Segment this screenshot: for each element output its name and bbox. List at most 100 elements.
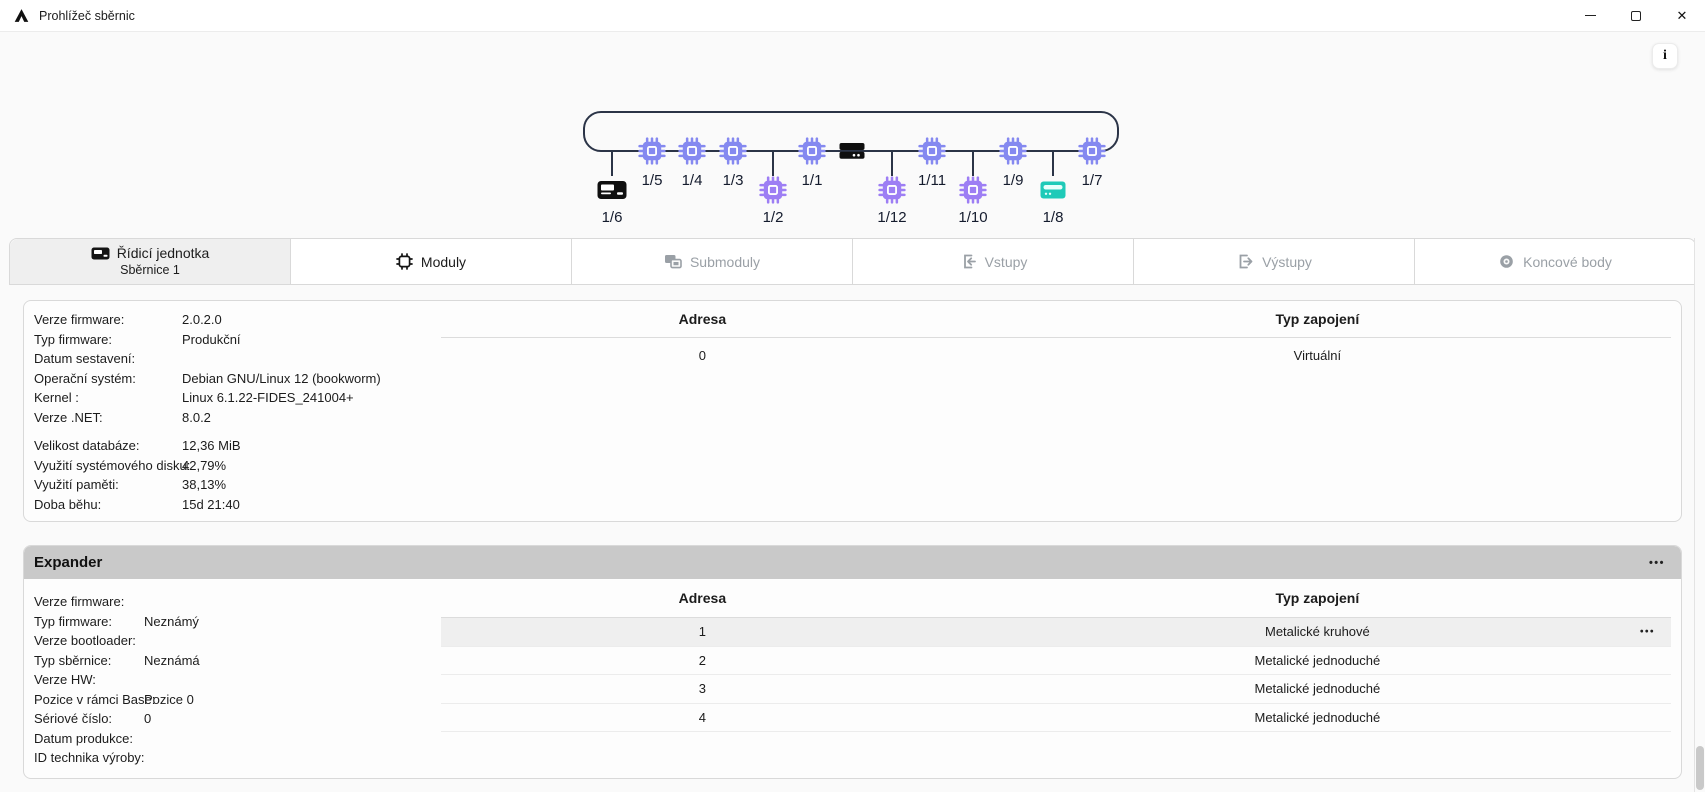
bus-node-chip-icon[interactable]	[797, 136, 828, 167]
info-row: Typ firmware: Produkční	[34, 330, 441, 350]
bus-drop-connector	[611, 152, 613, 176]
cell-adresa: 0	[698, 347, 706, 363]
expander-table-row[interactable]: 3 Metalické jednoduché	[441, 675, 1671, 704]
endpoints-icon	[1498, 253, 1515, 270]
info-value: 15d 21:40	[182, 496, 240, 512]
bus-diagram: 1/6 1/5 1/4 1/3 1/2 1/1 1/12 1/11 1/10 1/9 1/8 1/7	[0, 32, 1705, 238]
info-label: Typ sběrnice:	[34, 652, 112, 668]
minimize-button[interactable]	[1567, 0, 1613, 31]
tab-submoduly[interactable]: Submoduly	[572, 239, 853, 284]
info-label: Verze firmware:	[34, 594, 125, 610]
bus-loop	[583, 111, 1119, 152]
expander-table-row[interactable]: 4 Metalické jednoduché	[441, 704, 1671, 732]
bus-node-chip-purple-icon[interactable]	[758, 175, 789, 206]
cell-adresa: 3	[698, 681, 706, 697]
bus-node-label: 1/6	[601, 209, 623, 226]
info-group: Verze firmware: 2.0.2.0 Typ firmware: Produ…	[34, 310, 441, 427]
window-title: Prohlížeč sběrnic	[39, 8, 135, 23]
info-label: Typ firmware:	[34, 331, 113, 347]
info-label: Operační systém:	[34, 370, 136, 386]
info-value: 8.0.2	[182, 409, 211, 425]
window-controls: ✕	[1567, 0, 1705, 31]
bus-node-chip-purple-icon[interactable]	[958, 175, 989, 206]
bus-drop-connector	[891, 152, 893, 176]
info-label: Typ firmware:	[34, 613, 113, 629]
info-label: Sériové číslo:	[34, 711, 113, 727]
column-header: Adresa	[678, 311, 727, 327]
info-row: Verze .NET: 8.0.2	[34, 408, 441, 428]
info-group: Verze firmware: Typ firmware: Neznámý Verze…	[34, 592, 441, 768]
bus-node-chip-icon[interactable]	[677, 136, 708, 167]
info-row: Verze firmware: 2.0.2.0	[34, 310, 441, 330]
bus-node-chip-icon[interactable]	[637, 136, 668, 167]
bus-drop-connector	[1052, 152, 1054, 176]
info-label: Datum sestavení:	[34, 351, 136, 367]
tab-koncove-body[interactable]: Koncové body	[1415, 239, 1695, 284]
minimize-icon	[1584, 15, 1596, 16]
tab-control-unit[interactable]: Řídicí jednotka Sběrnice 1	[10, 239, 291, 284]
bus-node-terminal-icon[interactable]	[597, 180, 627, 200]
info-row: Datum produkce:	[34, 729, 441, 749]
info-row: Doba běhu: 15d 21:40	[34, 495, 441, 515]
expander-table: Adresa Typ zapojení 1 Metalické kruhové ••• 2…	[441, 579, 1671, 778]
info-label: Využití paměti:	[34, 477, 119, 493]
submodules-icon	[664, 254, 682, 269]
tab-vstupy[interactable]: Vstupy	[853, 239, 1134, 284]
info-row: Datum sestavení:	[34, 349, 441, 369]
info-row: Typ firmware: Neznámý	[34, 612, 441, 632]
tab-label: Koncové body	[1523, 253, 1612, 270]
control-unit-table-row[interactable]: 0 Virtuální	[441, 338, 1671, 372]
bus-node-label: 1/8	[1042, 209, 1064, 226]
info-row: Kernel : Linux 6.1.22-FIDES_241004+	[34, 388, 441, 408]
info-value: 42,79%	[182, 457, 227, 473]
bus-node-chip-icon[interactable]	[1077, 136, 1108, 167]
close-button[interactable]: ✕	[1659, 0, 1705, 31]
scrollbar-thumb[interactable]	[1696, 746, 1704, 790]
bus-node-chip-icon[interactable]	[917, 136, 948, 167]
bus-node-label: 1/11	[917, 172, 947, 189]
info-value: Debian GNU/Linux 12 (bookworm)	[182, 370, 381, 386]
main-content: Verze firmware: 2.0.2.0 Typ firmware: Produ…	[23, 300, 1682, 779]
expander-menu-button[interactable]: •••	[1645, 555, 1669, 571]
info-row: Pozice v rámci Base: Pozice 0	[34, 690, 441, 710]
info-value: Produkční	[182, 331, 241, 347]
expander-table-row[interactable]: 1 Metalické kruhové •••	[441, 618, 1671, 647]
column-header: Typ zapojení	[1275, 311, 1360, 327]
maximize-icon	[1631, 10, 1641, 21]
info-row: Využití paměti: 38,13%	[34, 475, 441, 495]
cell-typ-zapojeni: Metalické kruhové	[1264, 624, 1370, 640]
bus-node-label: 1/1	[801, 172, 823, 189]
app-logo-icon	[13, 7, 30, 24]
row-menu-button[interactable]: •••	[1639, 626, 1655, 638]
info-button[interactable]: i	[1652, 43, 1678, 69]
control-unit-panel: Verze firmware: 2.0.2.0 Typ firmware: Produ…	[23, 300, 1682, 522]
vertical-scrollbar[interactable]	[1694, 238, 1705, 792]
bus-node-chip-icon[interactable]	[718, 136, 749, 167]
tab-label: Submoduly	[689, 253, 761, 270]
cell-typ-zapojeni: Metalické jednoduché	[1254, 652, 1381, 668]
tab-vystupy[interactable]: Výstupy	[1134, 239, 1415, 284]
info-label: ID technika výroby:	[34, 750, 145, 766]
bus-node-chip-purple-icon[interactable]	[877, 175, 908, 206]
table-header-row: Adresa Typ zapojení	[441, 579, 1671, 618]
info-row: Velikost databáze: 12,36 MiB	[34, 436, 441, 456]
bus-node-card-icon[interactable]	[1040, 181, 1066, 199]
tab-label: Řídicí jednotka	[116, 245, 210, 262]
bus-drop-connector	[772, 152, 774, 176]
column-header: Adresa	[678, 590, 727, 606]
expander-title: Expander	[34, 554, 103, 571]
maximize-button[interactable]	[1613, 0, 1659, 31]
table-header-row: Adresa Typ zapojení	[441, 301, 1671, 338]
bus-node-controller-icon[interactable]	[839, 142, 865, 161]
info-value: Pozice 0	[144, 691, 194, 707]
tab-moduly[interactable]: Moduly	[291, 239, 572, 284]
info-group: Velikost databáze: 12,36 MiB Využití systé…	[34, 436, 441, 514]
info-label: Využití systémového disku:	[34, 457, 191, 473]
column-header: Typ zapojení	[1275, 590, 1360, 606]
cell-typ-zapojeni: Virtuální	[1293, 347, 1342, 363]
expander-table-row[interactable]: 2 Metalické jednoduché	[441, 647, 1671, 675]
bus-node-label: 1/5	[641, 172, 663, 189]
outputs-icon	[1236, 253, 1254, 270]
info-label: Doba běhu:	[34, 496, 102, 512]
bus-node-chip-icon[interactable]	[998, 136, 1029, 167]
